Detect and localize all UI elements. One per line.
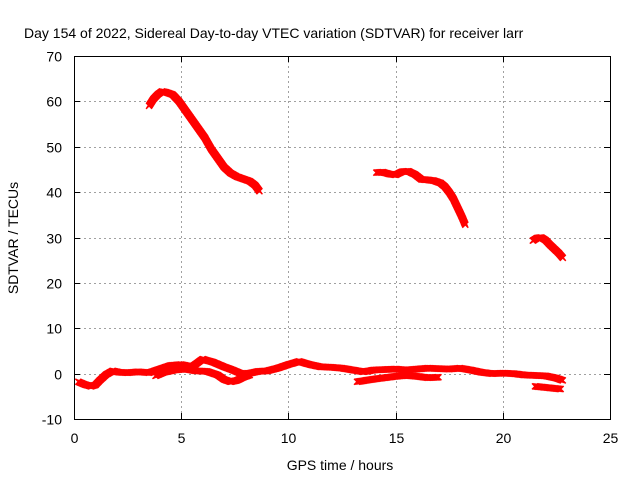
x-tick-label: 10 [281, 430, 297, 446]
y-axis-label: SDTVAR / TECUs [5, 182, 21, 294]
y-tick-label: 40 [46, 185, 62, 201]
grid-lines [74, 56, 610, 419]
x-tick-label: 5 [178, 430, 186, 446]
series-baseline [75, 356, 566, 389]
x-axis-label: GPS time / hours [287, 457, 394, 473]
x-tick-label: 25 [603, 430, 619, 446]
y-tick-label: 20 [46, 276, 62, 292]
y-tick-label: 0 [54, 367, 62, 383]
x-tick-label: 0 [71, 430, 79, 446]
x-tick-label: 20 [496, 430, 512, 446]
y-tick-label: 30 [46, 231, 62, 247]
y-tick-label: -10 [42, 412, 62, 428]
y-tick-label: 70 [46, 49, 62, 65]
y-tick-label: 10 [46, 321, 62, 337]
y-tick-label: 50 [46, 140, 62, 156]
x-tick-label: 15 [389, 430, 405, 446]
axis-ticks: 0 5 10 15 20 25 -10 0 10 20 30 40 50 60 70 [42, 49, 619, 447]
series-arc-1 [146, 88, 262, 194]
y-tick-label: 60 [46, 94, 62, 110]
series-arc-2 [373, 168, 468, 228]
sdtvar-chart: 0 5 10 15 20 25 -10 0 10 20 30 40 50 60 70 Day 154 of … [0, 0, 640, 480]
data-points [75, 88, 566, 392]
chart-title: Day 154 of 2022, Sidereal Day-to-day VTE… [24, 25, 524, 41]
